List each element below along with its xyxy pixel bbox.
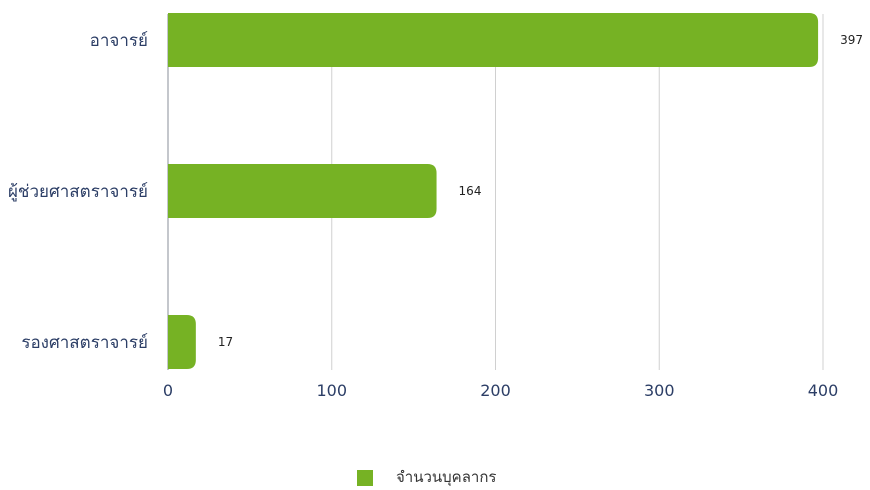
labels: 0 100 200 300 400 อาจารย์ 397 ผู้ช่วยศาสตราจารย…	[8, 31, 863, 400]
legend-swatch[interactable]	[357, 470, 373, 486]
x-tick-label-200: 200	[480, 381, 511, 400]
x-tick-label-100: 100	[316, 381, 347, 400]
gridlines	[167, 14, 824, 370]
data-label-3: 17	[218, 335, 233, 349]
legend-label[interactable]: จำนวนบุคลากร	[396, 468, 496, 487]
legend[interactable]: จำนวนบุคลากร	[357, 468, 496, 487]
x-tick-label-300: 300	[644, 381, 675, 400]
bars	[168, 13, 819, 369]
x-tick-label-400: 400	[808, 381, 839, 400]
category-label-2: ผู้ช่วยศาสตราจารย์	[8, 182, 148, 202]
bar-2[interactable]	[168, 164, 437, 218]
category-label-3: รองศาสตราจารย์	[21, 333, 148, 353]
category-label-1: อาจารย์	[90, 31, 148, 51]
data-label-2: 164	[459, 184, 482, 198]
bar-3[interactable]	[168, 315, 196, 369]
bar-1[interactable]	[168, 13, 819, 67]
data-label-1: 397	[840, 33, 863, 47]
x-tick-label-0: 0	[163, 381, 173, 400]
